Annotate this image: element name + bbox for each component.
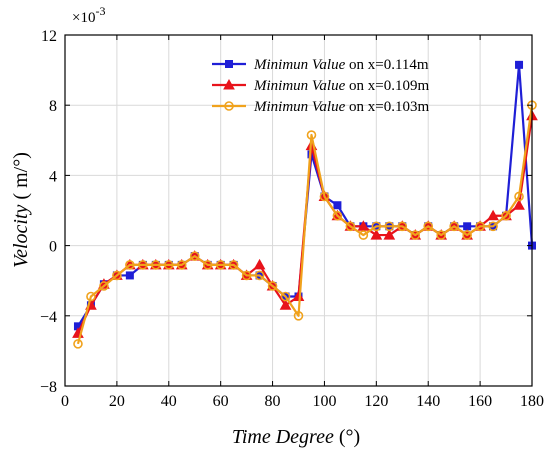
series-3-point bbox=[189, 251, 200, 261]
y-tick-label: −4 bbox=[40, 309, 57, 326]
series-3-line bbox=[76, 105, 534, 345]
y-axis-label-main: Velocity bbox=[10, 204, 32, 267]
series-2-point bbox=[383, 229, 396, 240]
series-3-point bbox=[475, 221, 485, 232]
x-tick-label: 100 bbox=[312, 393, 336, 410]
y-axis-label-unit: ( m/°) bbox=[10, 152, 32, 199]
series-3-point bbox=[228, 260, 239, 270]
series-3-point bbox=[99, 281, 109, 291]
legend-swatch-marker bbox=[223, 78, 235, 90]
series-3-point bbox=[125, 260, 135, 270]
legend-entry-3: Minimun Value on x=0.103m bbox=[212, 99, 429, 115]
series-3-point bbox=[397, 221, 408, 232]
legend-series-name: Minimun Value bbox=[253, 78, 346, 94]
series-3-point bbox=[151, 260, 161, 270]
series-3-point bbox=[514, 191, 524, 202]
series-2-point bbox=[279, 299, 292, 310]
x-tick-label: 120 bbox=[364, 393, 388, 410]
series-3-point bbox=[332, 210, 343, 221]
x-axis-label-main: Time Degree bbox=[232, 426, 334, 448]
legend-label: Minimun Value on x=0.109m bbox=[253, 78, 429, 94]
legend-swatch-marker bbox=[224, 101, 234, 111]
legend-entry-1: Minimun Value on x=0.114m bbox=[212, 57, 429, 73]
series-3-point bbox=[267, 281, 278, 291]
x-axis-label-unit: (°) bbox=[339, 426, 360, 448]
series-3-point bbox=[423, 221, 434, 232]
legend-entry-2: Minimun Value on x=0.109m bbox=[212, 78, 429, 94]
series-2-point bbox=[487, 209, 499, 221]
series-3-point bbox=[384, 221, 395, 232]
series-3 bbox=[73, 100, 537, 349]
legend-label: Minimun Value on x=0.114m bbox=[253, 57, 429, 73]
series-2-point bbox=[513, 199, 525, 210]
series-3-point bbox=[202, 260, 213, 270]
x-tick-label: 80 bbox=[265, 393, 281, 410]
series-3-point bbox=[280, 291, 291, 302]
series-3-point bbox=[86, 291, 96, 302]
series-2-point bbox=[253, 258, 266, 270]
legend-swatch-marker bbox=[225, 60, 233, 68]
series-layer bbox=[72, 60, 538, 349]
legend-series-suffix: on x=0.109m bbox=[349, 78, 429, 94]
series-1-point bbox=[463, 222, 472, 231]
series-3-point bbox=[176, 260, 187, 270]
x-tick-label: 140 bbox=[416, 393, 440, 410]
x-tick-label: 180 bbox=[520, 393, 544, 410]
x-tick-label: 160 bbox=[468, 393, 492, 410]
series-3-point bbox=[112, 270, 122, 281]
series-3-point bbox=[138, 260, 148, 270]
x-tick-label: 20 bbox=[109, 393, 125, 410]
series-3-point bbox=[358, 230, 369, 240]
y-axis-label: Velocity ( m/°) bbox=[10, 152, 32, 268]
series-3-point bbox=[462, 230, 472, 240]
series-3-point bbox=[306, 130, 317, 140]
series-3-point bbox=[410, 230, 421, 240]
y-multiplier-exp: -3 bbox=[95, 4, 105, 18]
series-3-point bbox=[449, 221, 459, 232]
y-tick-label: −8 bbox=[40, 379, 57, 396]
x-axis-label: Time Degree (°) bbox=[232, 426, 360, 448]
series-3-point bbox=[293, 310, 304, 321]
y-tick-label: 4 bbox=[49, 168, 57, 185]
x-tick-label: 40 bbox=[161, 393, 177, 410]
legend-label: Minimun Value on x=0.103m bbox=[253, 99, 429, 115]
series-3-point bbox=[215, 260, 226, 270]
series-3-point bbox=[436, 230, 446, 240]
series-1-point bbox=[125, 271, 134, 280]
y-multiplier-base: ×10 bbox=[72, 10, 95, 26]
y-tick-label: 12 bbox=[41, 28, 57, 45]
series-3-point bbox=[488, 221, 498, 232]
series-3-point bbox=[319, 191, 330, 202]
plot-frame bbox=[64, 34, 533, 387]
series-3-point bbox=[345, 221, 356, 232]
series-3-point bbox=[73, 339, 83, 349]
series-1-point bbox=[333, 201, 342, 210]
legend-series-suffix: on x=0.103m bbox=[349, 99, 429, 115]
series-3-point bbox=[163, 260, 174, 270]
x-tick-label: 60 bbox=[213, 393, 229, 410]
x-tick-label: 0 bbox=[61, 393, 69, 410]
y-tick-label: 8 bbox=[49, 98, 57, 115]
legend-series-name: Minimun Value bbox=[253, 99, 346, 115]
series-3-point bbox=[254, 270, 265, 281]
y-multiplier: ×10-3 bbox=[72, 4, 105, 26]
legend-series-name: Minimun Value bbox=[253, 57, 346, 73]
axis-ticks: 0 20 40 60 80 100 120 140 160 180 −8 −4 0 4 8 12 bbox=[40, 28, 544, 410]
series-3-point bbox=[371, 221, 382, 232]
y-tick-label: 0 bbox=[49, 239, 57, 256]
series-1-point bbox=[515, 60, 524, 69]
legend-series-suffix: on x=0.114m bbox=[349, 57, 429, 73]
series-2-point bbox=[370, 229, 383, 240]
series-3-point bbox=[501, 210, 511, 221]
series-3-point bbox=[241, 270, 252, 281]
